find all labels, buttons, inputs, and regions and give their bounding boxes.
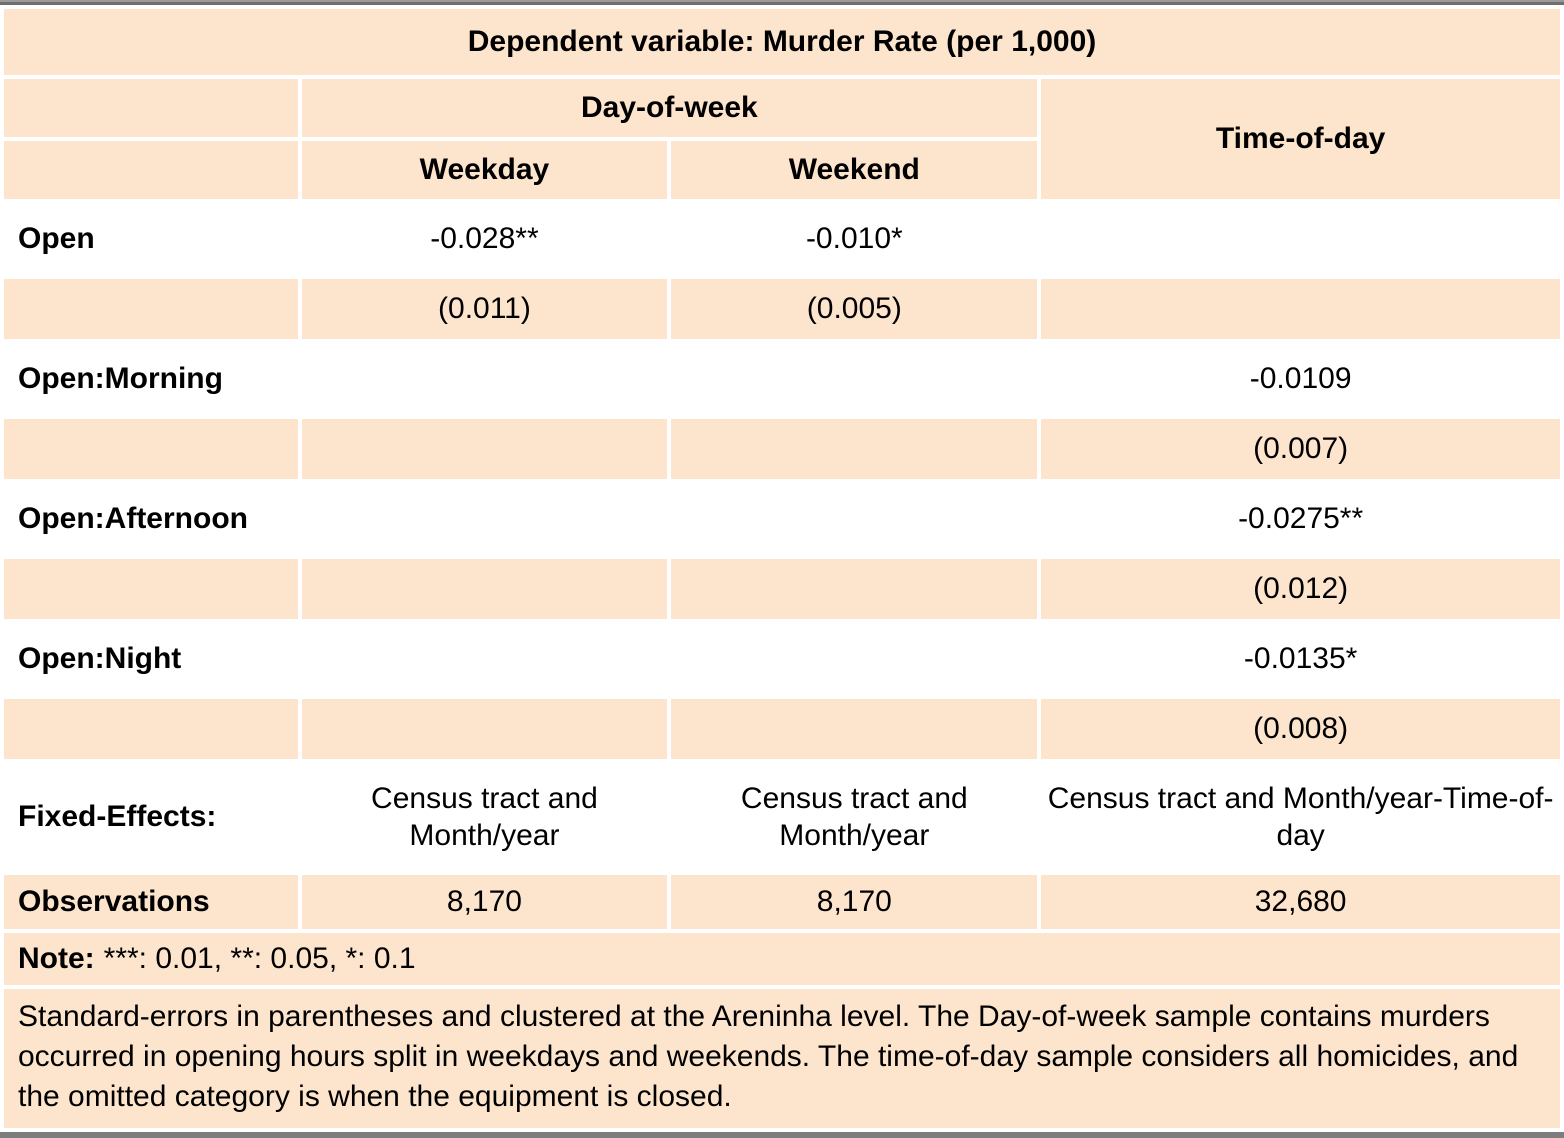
table-title: Dependent variable: Murder Rate (per 1,0… — [4, 9, 1560, 75]
bottom-rule — [0, 1131, 1564, 1138]
row-open-afternoon: Open:Afternoon -0.0275** — [4, 483, 1560, 555]
cell-fixed-effects-weekday: Census tract and Month/year — [301, 763, 668, 871]
cell-observations-weekend: 8,170 — [671, 875, 1038, 929]
label-observations: Observations — [4, 875, 298, 929]
cell-open-se-label — [4, 279, 298, 339]
col-header-weekday: Weekday — [301, 141, 668, 199]
cell-open-night-se-timeofday: (0.008) — [1041, 699, 1560, 759]
cell-open-timeofday — [1041, 203, 1560, 275]
row-open-night-se: (0.008) — [4, 699, 1560, 759]
cell-observations-timeofday: 32,680 — [1041, 875, 1560, 929]
regression-table: Dependent variable: Murder Rate (per 1,0… — [0, 5, 1564, 1132]
row-open-afternoon-se: (0.012) — [4, 559, 1560, 619]
cell-open-afternoon-timeofday: -0.0275** — [1041, 483, 1560, 555]
cell-open-morning-se-label — [4, 419, 298, 479]
cell-open-afternoon-se-weekend — [671, 559, 1038, 619]
row-open-morning-se: (0.007) — [4, 419, 1560, 479]
cell-open-se-weekend: (0.005) — [671, 279, 1038, 339]
row-group-header: Day-of-week Time-of-day — [4, 79, 1560, 199]
cell-fixed-effects-timeofday: Census tract and Month/year-Time-of-day — [1041, 763, 1560, 871]
cell-open-weekday: -0.028** — [301, 203, 668, 275]
cell-fixed-effects-weekend: Census tract and Month/year — [671, 763, 1038, 871]
group-time-of-day: Time-of-day — [1041, 79, 1560, 199]
label-open-night: Open:Night — [4, 623, 298, 695]
row-open-morning: Open:Morning -0.0109 — [4, 343, 1560, 415]
cell-observations-weekday: 8,170 — [301, 875, 668, 929]
cell-open-morning-se-weekday — [301, 419, 668, 479]
cell-open-morning-timeofday: -0.0109 — [1041, 343, 1560, 415]
cell-open-weekend: -0.010* — [671, 203, 1038, 275]
cell-open-night-se-weekend — [671, 699, 1038, 759]
cell-open-night-se-weekday — [301, 699, 668, 759]
cell-open-afternoon-weekend — [671, 483, 1038, 555]
row-fixed-effects: Fixed-Effects: Census tract and Month/ye… — [4, 763, 1560, 871]
row-open-se: (0.011) (0.005) — [4, 279, 1560, 339]
note-body: ***: 0.01, **: 0.05, *: 0.1 — [103, 942, 416, 975]
label-open: Open — [4, 203, 298, 275]
note-cell: Note: ***: 0.01, **: 0.05, *: 0.1 — [4, 933, 1560, 985]
cell-open-night-weekday — [301, 623, 668, 695]
label-open-afternoon: Open:Afternoon — [4, 483, 298, 555]
cell-open-night-weekend — [671, 623, 1038, 695]
label-open-morning: Open:Morning — [4, 343, 298, 415]
row-caption: Standard-errors in parentheses and clust… — [4, 989, 1560, 1128]
top-double-rule — [0, 0, 1564, 5]
row-observations: Observations 8,170 8,170 32,680 — [4, 875, 1560, 929]
group-day-of-week: Day-of-week — [301, 79, 1038, 137]
cell-open-se-weekday: (0.011) — [301, 279, 668, 339]
cell-open-morning-se-weekend — [671, 419, 1038, 479]
cell-open-morning-weekday — [301, 343, 668, 415]
label-fixed-effects: Fixed-Effects: — [4, 763, 298, 871]
note-label: Note: — [18, 942, 95, 975]
row-title: Dependent variable: Murder Rate (per 1,0… — [4, 9, 1560, 75]
cell-group-empty — [4, 79, 298, 137]
row-open: Open -0.028** -0.010* — [4, 203, 1560, 275]
cell-open-afternoon-weekday — [301, 483, 668, 555]
cell-open-afternoon-se-weekday — [301, 559, 668, 619]
cell-open-morning-weekend — [671, 343, 1038, 415]
cell-open-night-se-label — [4, 699, 298, 759]
cell-colhead-empty — [4, 141, 298, 199]
cell-open-night-timeofday: -0.0135* — [1041, 623, 1560, 695]
col-header-weekend: Weekend — [671, 141, 1038, 199]
row-open-night: Open:Night -0.0135* — [4, 623, 1560, 695]
row-column-header: Weekday Weekend — [4, 141, 1560, 199]
caption-cell: Standard-errors in parentheses and clust… — [4, 989, 1560, 1128]
cell-open-morning-se-timeofday: (0.007) — [1041, 419, 1560, 479]
cell-open-se-timeofday — [1041, 279, 1560, 339]
cell-open-afternoon-se-timeofday: (0.012) — [1041, 559, 1560, 619]
cell-open-afternoon-se-label — [4, 559, 298, 619]
row-note: Note: ***: 0.01, **: 0.05, *: 0.1 — [4, 933, 1560, 985]
